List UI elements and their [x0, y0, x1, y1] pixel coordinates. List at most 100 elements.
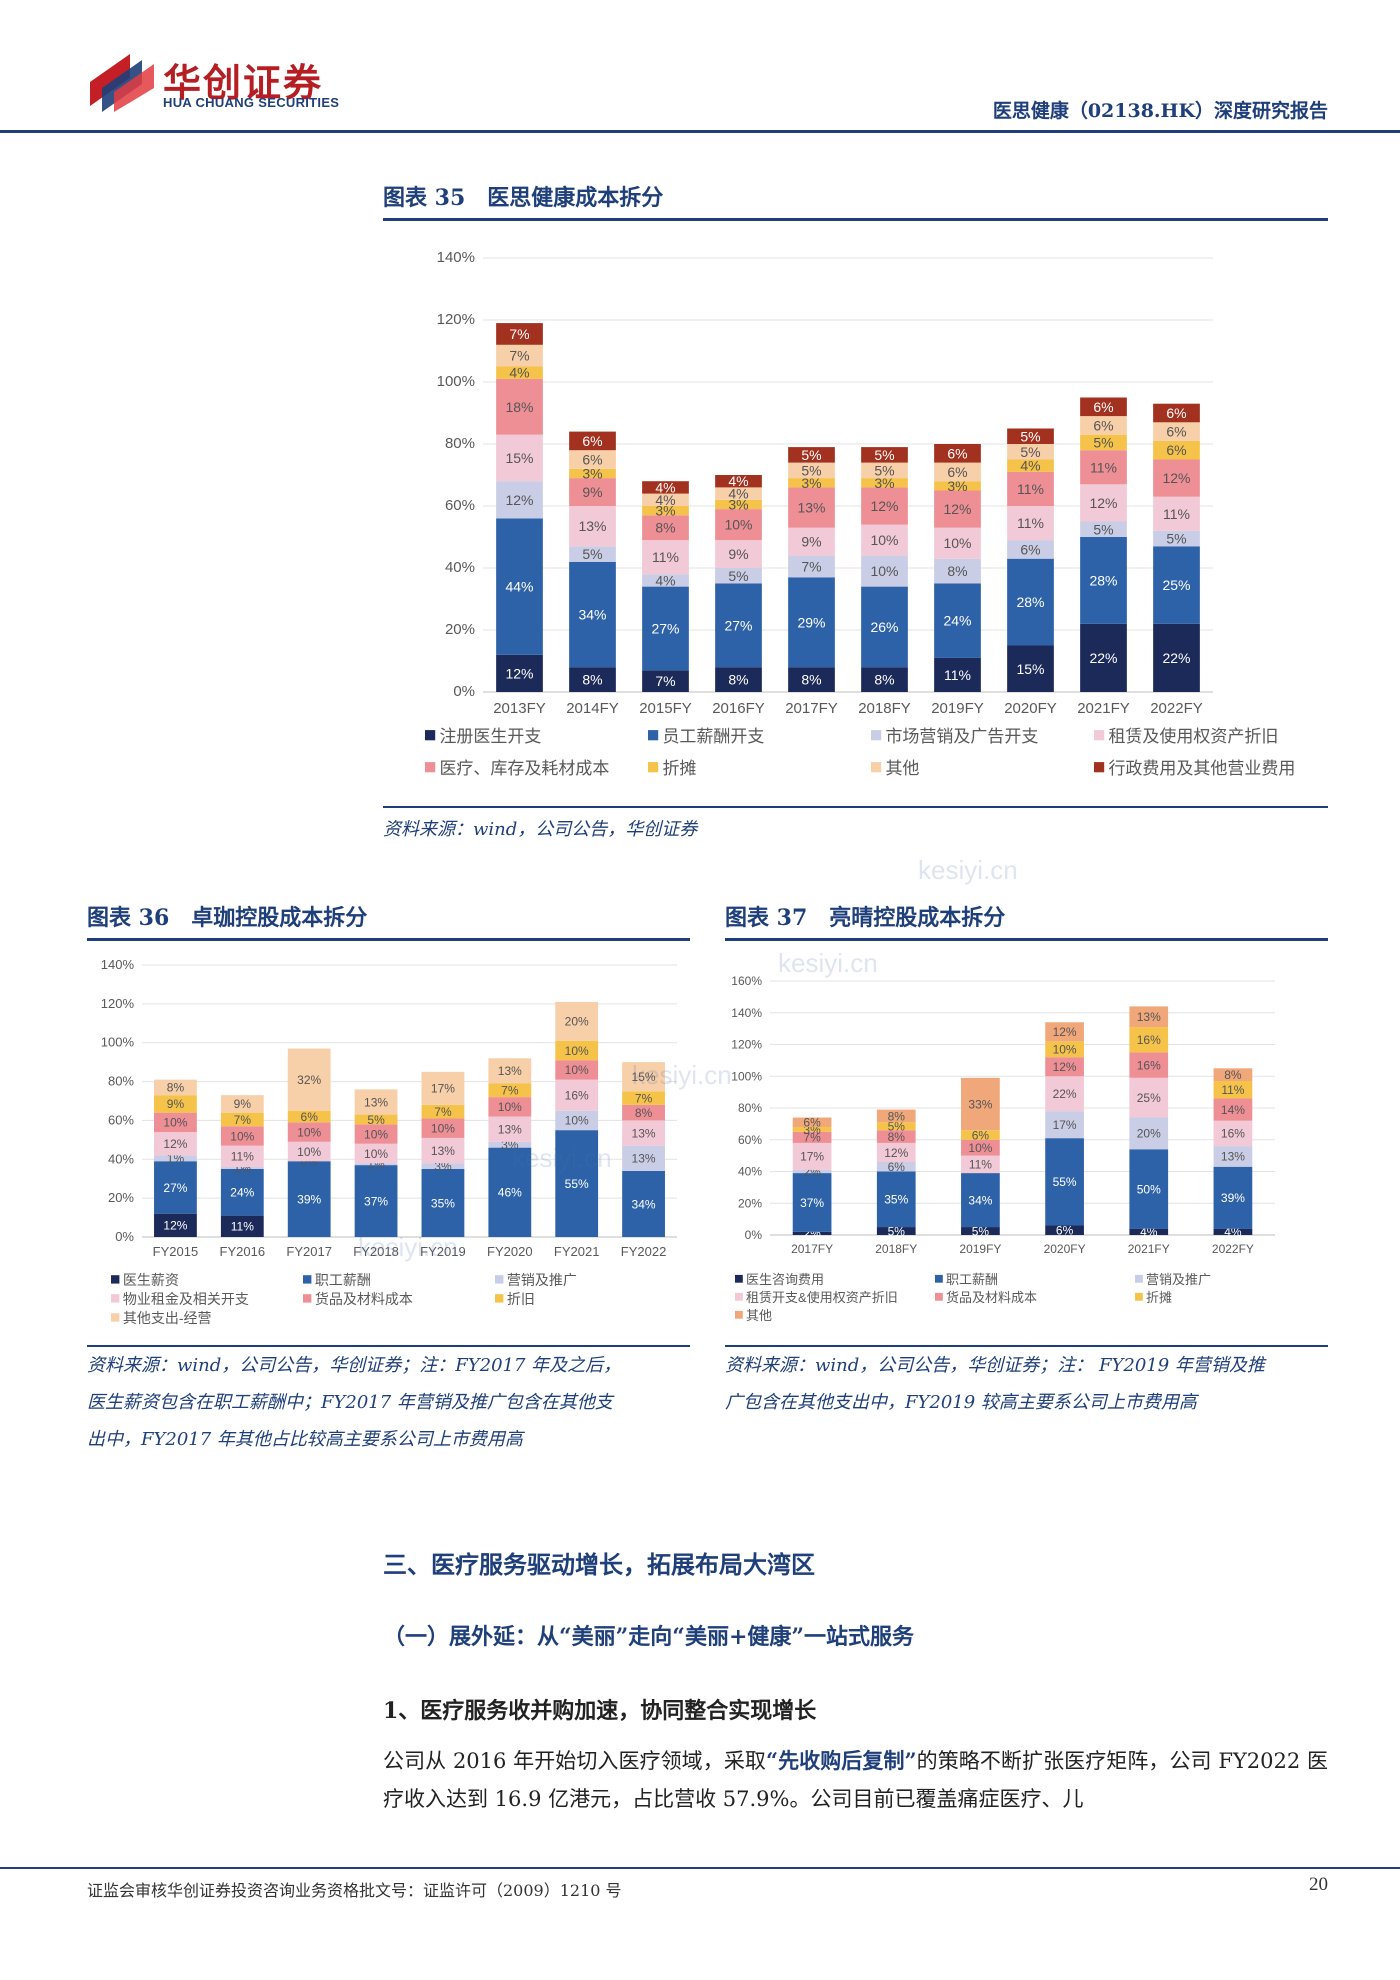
bar-segment — [1129, 1149, 1169, 1229]
bar-segment — [1213, 1166, 1253, 1229]
bar-segment — [1080, 397, 1127, 417]
bar-segment — [220, 1215, 264, 1237]
bar-segment — [1007, 645, 1054, 692]
data-label: 27% — [163, 1181, 187, 1195]
paragraph-emphasis: “先收购后复制” — [765, 1748, 917, 1773]
bar-segment — [934, 583, 981, 658]
bar-segment — [287, 1141, 331, 1162]
bar-segment — [1007, 506, 1054, 541]
data-label: 10% — [498, 1100, 522, 1114]
data-label: 10% — [565, 1044, 589, 1058]
bar-segment — [1007, 540, 1054, 559]
data-label: 37% — [364, 1194, 388, 1208]
bar-segment — [287, 1048, 331, 1111]
data-label: 5% — [1093, 434, 1113, 450]
data-label: 13% — [632, 1152, 656, 1166]
bar-segment — [488, 1141, 532, 1148]
bar-segment — [496, 323, 543, 345]
bar-segment — [555, 1060, 599, 1080]
data-label: 25% — [1162, 577, 1190, 593]
figure-36-title: 图表 36 卓珈控股成本拆分 — [87, 905, 368, 931]
header-rule — [0, 130, 1400, 133]
data-label: 11% — [652, 549, 679, 565]
data-label: 16% — [1137, 1033, 1161, 1047]
bar-segment — [1153, 440, 1200, 460]
bar-segment — [642, 515, 689, 541]
legend-label: 注册医生开支 — [439, 727, 541, 746]
data-label: 5% — [874, 447, 894, 463]
bar-segment — [1045, 1225, 1084, 1235]
data-label: 6% — [1166, 442, 1186, 458]
bar-segment — [622, 1145, 665, 1171]
data-label: 5% — [888, 1120, 906, 1134]
bar-segment — [715, 487, 762, 500]
bar-segment — [569, 431, 616, 451]
legend-swatch — [111, 1275, 120, 1284]
data-label: 11% — [969, 1158, 992, 1172]
data-label: 8% — [582, 672, 602, 688]
bar-segment — [421, 1071, 465, 1105]
legend-label: 其他 — [885, 759, 919, 778]
data-label: 5% — [367, 1113, 385, 1127]
data-label: 6% — [947, 464, 967, 480]
data-label: 8% — [874, 672, 894, 688]
data-label: 16% — [1137, 1058, 1161, 1072]
data-label: 15% — [505, 450, 533, 466]
bar-segment — [792, 1169, 832, 1174]
data-label: 3% — [947, 478, 967, 494]
bar-segment — [622, 1120, 665, 1146]
bar-segment — [961, 1155, 1000, 1174]
data-label: 10% — [943, 535, 971, 551]
data-label: 16% — [1221, 1127, 1245, 1141]
bar-segment — [1045, 1076, 1084, 1112]
bar-segment — [287, 1122, 331, 1142]
figure-35-source: 资料来源：wind，公司公告，华创证券 — [383, 819, 698, 840]
figure-35-bottom-rule — [383, 806, 1328, 808]
bar-segment — [1153, 496, 1200, 531]
bar-segment — [934, 462, 981, 482]
figure-37-bottom-rule — [725, 1345, 1328, 1347]
data-label: 10% — [431, 1122, 455, 1136]
bar-segment — [961, 1139, 1000, 1156]
data-label: 13% — [498, 1064, 522, 1078]
bar-segment — [861, 487, 908, 525]
bar-segment — [1213, 1146, 1253, 1167]
x-tick-label: 2017FY — [791, 1242, 833, 1256]
data-label: 39% — [297, 1192, 321, 1206]
figure-37-source-line: 资料来源：wind，公司公告，华创证券；注： FY2019 年营销及推 — [725, 1355, 1265, 1376]
bar-segment — [154, 1132, 197, 1156]
legend-label: 营销及推广 — [507, 1272, 577, 1288]
bar-segment — [1213, 1120, 1253, 1147]
y-tick-label: 40% — [108, 1151, 134, 1166]
legend-label: 租赁及使用权资产折旧 — [1108, 726, 1278, 746]
data-label: 55% — [565, 1177, 589, 1191]
section-heading: 三、医疗服务驱动增长，拓展布局大湾区 — [383, 1550, 815, 1579]
x-tick-label: FY2021 — [554, 1244, 600, 1259]
data-label: 13% — [364, 1095, 388, 1109]
bar-segment — [876, 1130, 916, 1143]
bar-segment — [1129, 1117, 1169, 1150]
data-label: 5% — [582, 546, 602, 562]
legend-swatch — [111, 1294, 120, 1303]
bar-segment — [488, 1116, 532, 1142]
y-tick-label: 0% — [453, 683, 475, 700]
data-label: 6% — [1166, 405, 1186, 421]
legend-label: 货品及材料成本 — [315, 1291, 413, 1307]
data-label: 27% — [724, 617, 752, 633]
data-label: 6% — [301, 1110, 319, 1124]
x-tick-label: 2019FY — [959, 1242, 1001, 1256]
data-label: 6% — [1056, 1224, 1074, 1238]
x-tick-label: 2019FY — [931, 700, 984, 717]
data-label: 5% — [801, 447, 821, 463]
bar-segment — [792, 1173, 832, 1232]
legend-swatch — [735, 1310, 743, 1319]
bar-segment — [642, 574, 689, 587]
data-label: 33% — [968, 1097, 992, 1111]
data-label: 34% — [968, 1193, 992, 1207]
company-name-en: HUA CHUANG SECURITIES — [163, 95, 340, 110]
data-label: 17% — [800, 1150, 824, 1164]
body-paragraph: 公司从 2016 年开始切入医疗领域，采取“先收购后复制”的策略不断扩张医疗矩阵… — [383, 1742, 1328, 1818]
bar-segment — [569, 468, 616, 479]
legend-label: 职工薪酬 — [315, 1272, 371, 1288]
figure-35-top-rule — [383, 218, 1328, 221]
